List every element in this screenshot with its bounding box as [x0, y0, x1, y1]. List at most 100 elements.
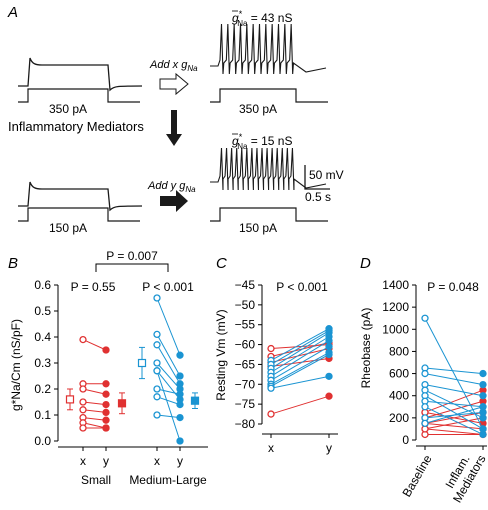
large-pair-line: [156, 396, 181, 406]
spiking-voltage-trace: [210, 23, 327, 75]
p-bracket: [95, 263, 169, 272]
c-blue-point-y: [325, 342, 333, 351]
b-y-tick-label: 0.3: [34, 356, 51, 370]
large-point-x: [153, 411, 161, 419]
small-point-y: [102, 400, 110, 409]
gna-star-label: g* Na = 15 nS: [232, 132, 292, 151]
d-y-tick-label: 1000: [382, 322, 409, 336]
d-y-tick-label: 0: [402, 433, 409, 447]
b-y-tick-label: 0.2: [34, 382, 51, 396]
group-label-large: Medium-Large: [129, 473, 207, 487]
c-x-tick-label: y: [326, 441, 332, 455]
d-y-tick-label: 600: [389, 367, 409, 381]
current-step-trace: [18, 207, 140, 222]
c-y-tick-label: −45: [235, 278, 256, 292]
small-point-x: [79, 335, 87, 344]
d-red-pair-line: [424, 428, 484, 435]
current-label-top-right: 350 pA: [239, 102, 277, 116]
large-pair-line: [156, 370, 181, 442]
large-pair-line: [156, 334, 181, 377]
d-red-pair-line: [424, 400, 484, 419]
c-y-tick-label: −80: [235, 417, 256, 431]
d-blue-pair-line: [424, 406, 484, 424]
small-point-y: [102, 416, 110, 424]
large-point-y: [176, 372, 184, 380]
c-blue-pair-line: [270, 340, 330, 377]
large-x-mean-marker: [137, 358, 147, 368]
small-pair-line: [82, 401, 107, 406]
current-label-bottom: 150 pA: [49, 221, 87, 235]
c-y-tick-label: −70: [235, 377, 256, 391]
add-y-arrow: [160, 190, 188, 212]
current-step-trace: [210, 207, 328, 222]
current-label-bottom-right: 150 pA: [239, 221, 277, 235]
c-red-pair-line: [270, 348, 330, 363]
panel-d: D Rheobase (pA) 0 200 400 600 800 1000 1200 1400 B…: [359, 255, 488, 505]
panel-letter-a: A: [7, 4, 18, 21]
c-blue-pair-line: [270, 352, 330, 385]
c-blue-point-y: [325, 350, 333, 359]
d-blue-pair-line: [424, 373, 484, 386]
passive-voltage-trace: [18, 181, 143, 212]
d-blue-point-x: [421, 369, 429, 378]
large-point-y: [176, 351, 184, 359]
d-blue-point-y: [479, 380, 487, 389]
b-y-tick-label: 0.1: [34, 408, 51, 422]
c-blue-pair-line: [270, 328, 330, 361]
c-blue-pair-line: [270, 354, 330, 387]
large-pair-line: [156, 297, 181, 356]
large-pair-line: [156, 362, 181, 390]
p-value-between: P = 0.007: [106, 249, 158, 263]
c-red-point-y: [325, 392, 333, 400]
d-red-pair-line: [424, 422, 484, 430]
b-y-tick-label: 0.4: [34, 330, 51, 344]
d-x-tick-label: Baseline: [399, 452, 434, 499]
d-blue-point-y: [479, 369, 487, 378]
small-pair-line: [82, 339, 107, 351]
large-point-x: [153, 330, 161, 339]
large-point-x: [153, 367, 161, 375]
large-point-x: [153, 359, 161, 367]
small-point-y: [102, 380, 110, 388]
current-label-top: 350 pA: [49, 102, 87, 116]
d-y-tick-label: 1200: [382, 300, 409, 314]
d-y-tick-label: 200: [389, 411, 409, 425]
current-step-trace: [18, 88, 140, 103]
c-red-point-x: [267, 410, 275, 418]
b-x-tick-label: x: [80, 454, 86, 468]
gna-star-label: g* Na = 43 nS: [232, 9, 292, 28]
small-x-mean-marker: [65, 395, 75, 404]
small-point-x: [79, 406, 87, 414]
c-blue-pair-line: [270, 375, 330, 389]
d-y-tick-label: 800: [389, 344, 409, 358]
d-blue-point-x: [421, 403, 429, 411]
large-point-y: [176, 400, 184, 409]
b-x-tick-label: x: [154, 454, 160, 468]
p-value-large: P < 0.001: [142, 280, 194, 294]
c-y-tick-label: −55: [235, 318, 256, 332]
down-arrow: [166, 110, 182, 146]
b-y-tick-label: 0.5: [34, 304, 51, 318]
c-blue-pair-line: [270, 336, 330, 373]
d-blue-pair-line: [424, 367, 484, 375]
small-pair-line: [82, 409, 107, 413]
large-pair-line: [156, 370, 181, 400]
b-x-tick-label: y: [177, 454, 183, 468]
add-x-label: Add x gNa: [149, 59, 198, 73]
large-point-x: [153, 341, 161, 349]
d-blue-point-y: [479, 430, 487, 439]
scale-voltage-label: 50 mV: [309, 168, 344, 182]
current-step-trace: [210, 88, 328, 103]
b-y-tick-label: 0.0: [34, 434, 51, 448]
p-value-c: P < 0.001: [276, 280, 328, 294]
small-point-x: [79, 424, 87, 432]
y-axis-label: g*Na/Cm (nS/pF): [9, 319, 23, 411]
group-label-small: Small: [81, 473, 111, 487]
c-blue-pair-line: [270, 330, 330, 365]
d-y-tick-label: 1400: [382, 278, 409, 292]
add-x-arrow: [159, 72, 189, 96]
y-axis-label: Rheobase (pA): [359, 308, 373, 389]
small-y-mean-marker: [117, 399, 127, 408]
c-blue-pair-line: [270, 346, 330, 381]
spiking-voltage-trace: [210, 147, 327, 191]
